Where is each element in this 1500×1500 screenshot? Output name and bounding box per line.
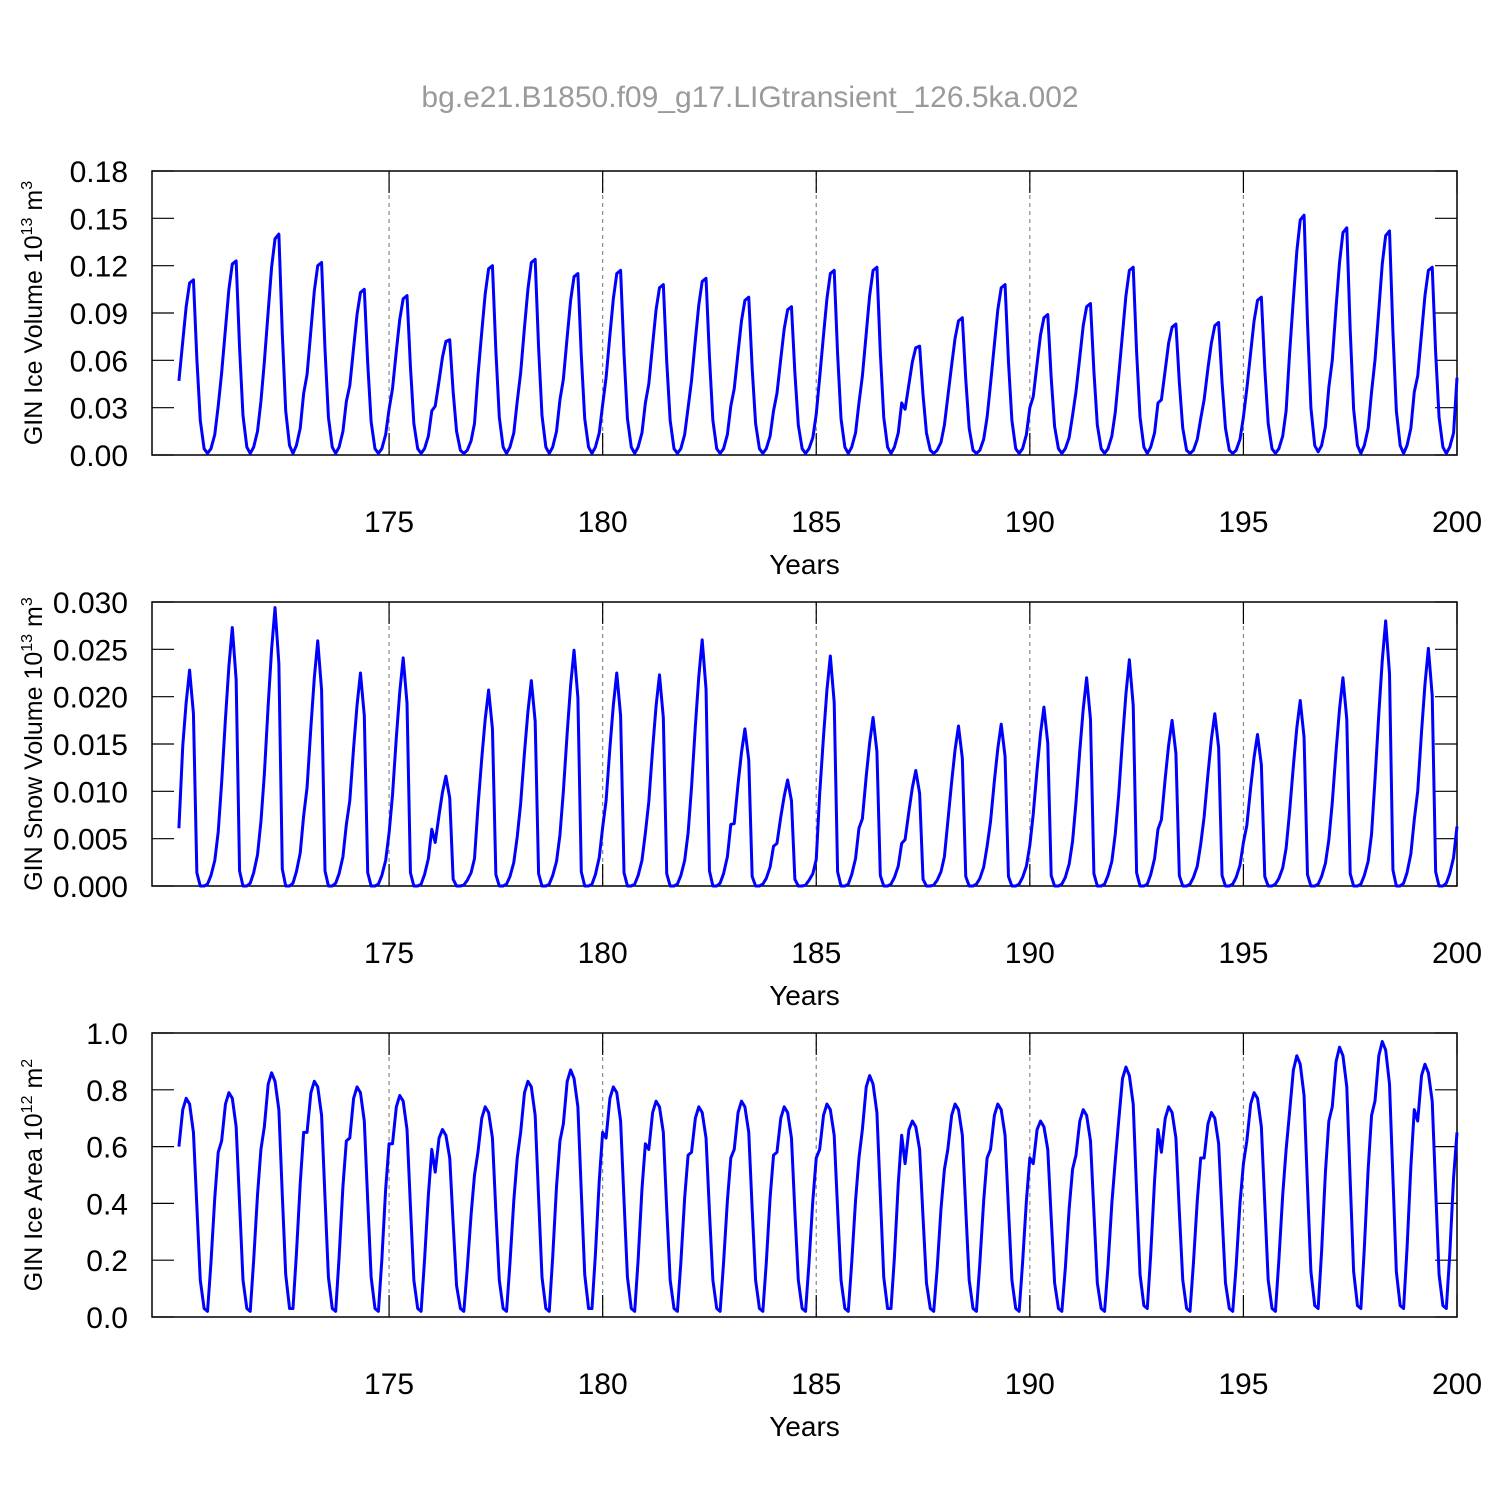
x-tick-label: 195 [1218, 937, 1268, 970]
y-tick-label: 0.005 [53, 824, 128, 857]
y-axis-label-text: GIN Snow Volume 10 [20, 652, 48, 891]
y-axis-label-exponent: 12 [19, 1095, 36, 1113]
y-tick-label: 0.000 [53, 871, 128, 904]
plot-frame [151, 170, 1458, 456]
x-tick-label: 180 [578, 1368, 628, 1401]
x-tick-label: 195 [1218, 506, 1268, 539]
y-axis-label-unit: m [20, 606, 48, 627]
y-axis-label-unit: m [20, 190, 48, 211]
x-tick-label: 190 [1005, 506, 1055, 539]
x-tick-label: 185 [791, 937, 841, 970]
y-tick-label: 0.4 [86, 1188, 128, 1221]
data-line [177, 606, 1459, 888]
y-tick-label: 0.015 [53, 729, 128, 762]
y-tick-label: 0.09 [70, 298, 128, 331]
y-tick-label: 0.0 [86, 1302, 128, 1335]
y-tick-label: 0.8 [86, 1075, 128, 1108]
plot-frame [151, 1032, 1458, 1318]
y-axis-label: GIN Ice Volume 1013 m3 [19, 181, 48, 445]
y-tick-label: 0.18 [70, 156, 128, 189]
y-tick-label: 0.15 [70, 203, 128, 236]
y-axis-label-exponent: 3 [19, 181, 36, 190]
x-tick-label: 185 [791, 1368, 841, 1401]
x-tick-label: 175 [364, 937, 414, 970]
y-axis-label-exponent: 2 [19, 1059, 36, 1068]
plot-frame [151, 601, 1458, 887]
data-line [177, 213, 1459, 455]
x-tick-label: 200 [1432, 1368, 1482, 1401]
x-tick-label: 200 [1432, 506, 1482, 539]
y-tick-label: 0.03 [70, 393, 128, 426]
y-axis-label: GIN Snow Volume 1013 m3 [19, 597, 48, 891]
y-axis-label-exponent: 3 [19, 597, 36, 606]
x-tick-label: 180 [578, 937, 628, 970]
y-tick-label: 0.2 [86, 1245, 128, 1278]
y-tick-label: 1.0 [86, 1018, 128, 1051]
y-tick-label: 0.010 [53, 776, 128, 809]
x-axis-label: Years [769, 549, 840, 580]
y-axis-label-text: GIN Ice Area 10 [20, 1113, 48, 1291]
y-tick-label: 0.06 [70, 345, 128, 378]
x-tick-label: 190 [1005, 937, 1055, 970]
y-tick-label: 0.030 [53, 587, 128, 620]
x-tick-label: 195 [1218, 1368, 1268, 1401]
panel: 175 180 185 190 195 200 0.0 0.2 0.4 0.6 0.8 1.0 Year… [19, 1018, 1482, 1442]
y-axis-label-text: GIN Ice Volume 10 [20, 235, 48, 445]
y-tick-label: 0.12 [70, 251, 128, 284]
x-tick-label: 185 [791, 506, 841, 539]
y-tick-label: 0.020 [53, 682, 128, 715]
y-tick-label: 0.6 [86, 1132, 128, 1165]
y-axis-label-exponent: 13 [19, 634, 36, 652]
y-tick-label: 0.025 [53, 634, 128, 667]
y-tick-label: 0.00 [70, 440, 128, 473]
x-axis-label: Years [769, 980, 840, 1011]
panel: 175 180 185 190 195 200 0.00 0.03 0.06 0.09 0.12 0.… [19, 156, 1482, 580]
x-tick-label: 175 [364, 506, 414, 539]
data-line [177, 1040, 1459, 1313]
y-axis-label: GIN Ice Area 1012 m2 [19, 1059, 48, 1292]
figure-title: bg.e21.B1850.f09_g17.LIGtransient_126.5k… [421, 81, 1078, 114]
x-tick-label: 180 [578, 506, 628, 539]
x-tick-label: 190 [1005, 1368, 1055, 1401]
y-axis-label-exponent: 13 [19, 217, 36, 235]
x-tick-label: 175 [364, 1368, 414, 1401]
y-axis-label-unit: m [20, 1068, 48, 1089]
panel: 175 180 185 190 195 200 0.000 0.005 0.010 0.015 0.… [19, 587, 1482, 1011]
x-tick-label: 200 [1432, 937, 1482, 970]
x-axis-label: Years [769, 1411, 840, 1442]
